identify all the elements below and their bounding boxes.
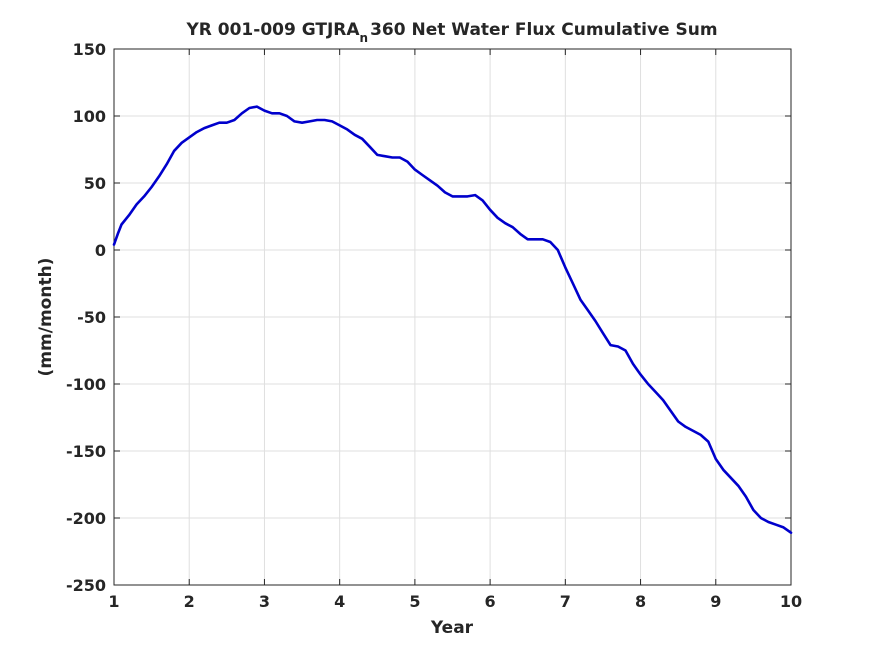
x-tick-label: 6 [485, 592, 496, 611]
y-tick-label: -50 [77, 308, 106, 327]
x-tick-label: 8 [635, 592, 646, 611]
y-tick-label: -100 [66, 375, 106, 394]
grid [113, 48, 792, 586]
x-axis-label: Year [430, 618, 474, 638]
x-tick-label: 10 [780, 592, 802, 611]
y-tick-label: 100 [73, 107, 106, 126]
x-tick-label: 9 [710, 592, 721, 611]
series-line [112, 105, 793, 534]
y-tick-label: 150 [73, 40, 106, 59]
chart-title-rest: 360 Net Water Flux Cumulative Sum [370, 20, 717, 40]
chart-title-subscript: n [360, 31, 369, 45]
chart-title: YR 001-009 GTJRAn 360 Net Water Flux Cumu… [185, 20, 717, 45]
y-axis-label: (mm/month) [36, 258, 56, 377]
y-tick-label: -250 [66, 576, 106, 595]
y-tick-label: -150 [66, 442, 106, 461]
x-tick-label: 5 [409, 592, 420, 611]
axis-ticks [113, 48, 792, 586]
x-tick-label: 2 [184, 592, 195, 611]
chart-title-main: YR 001-009 GTJRA [185, 20, 360, 40]
x-tick-label: 1 [108, 592, 119, 611]
x-tick-label: 3 [259, 592, 270, 611]
y-tick-label: 0 [95, 241, 106, 260]
y-tick-label: -200 [66, 509, 106, 528]
x-tick-label: 7 [560, 592, 571, 611]
y-tick-label: 50 [84, 174, 106, 193]
x-tick-label: 4 [334, 592, 345, 611]
x-tick-labels: 1 2 3 4 5 6 7 8 9 10 [108, 592, 802, 611]
y-tick-labels: 150 100 50 0 -50 -100 -150 -200 -250 [66, 40, 106, 595]
